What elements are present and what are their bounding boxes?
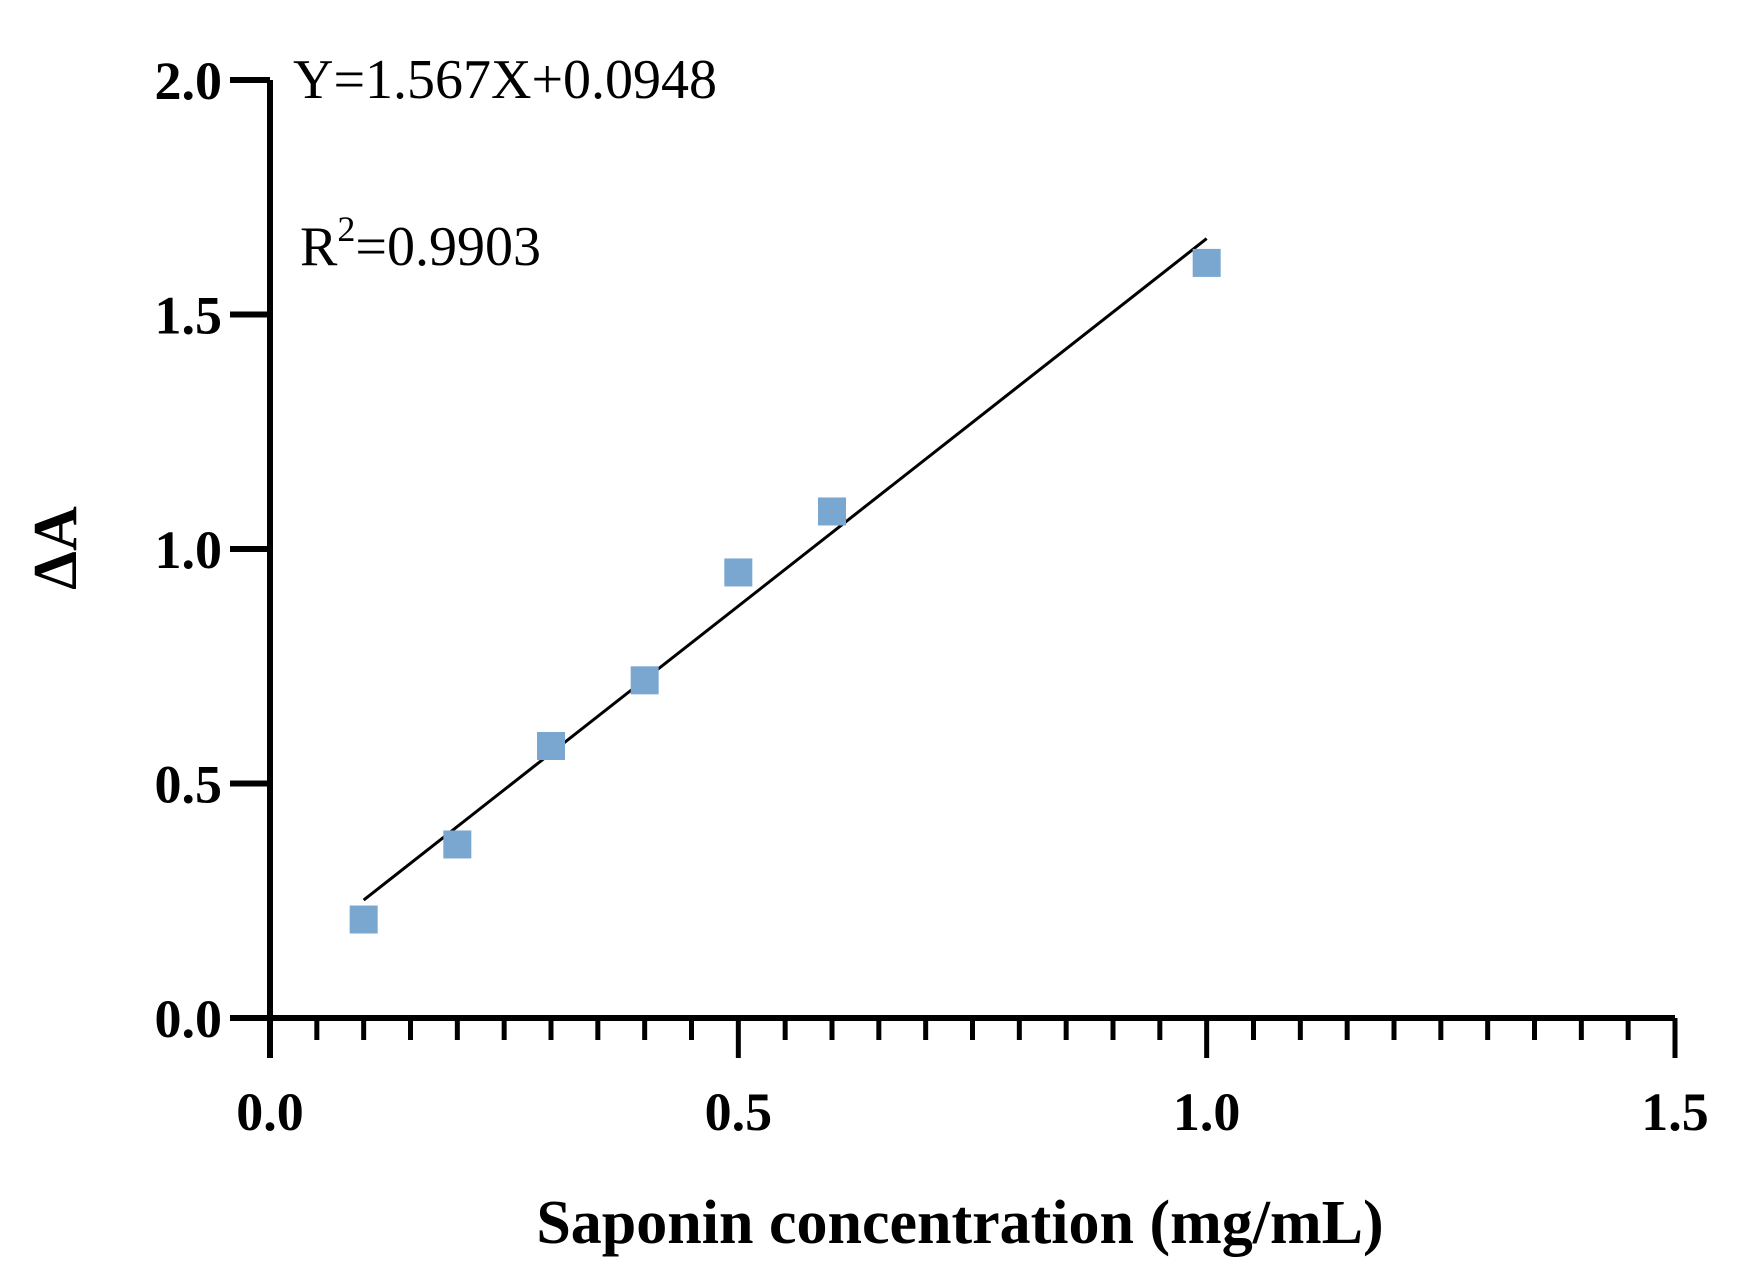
x-tick-label: 0.5: [705, 1082, 773, 1142]
x-tick-label: 1.5: [1641, 1082, 1709, 1142]
x-axis-title: Saponin concentration (mg/mL): [536, 1189, 1383, 1257]
data-point-7: [1192, 248, 1221, 277]
r-squared-value: =0.9903: [355, 216, 541, 278]
data-point-1: [349, 905, 378, 934]
y-axis-title: ΔA: [22, 506, 90, 590]
equation-annotation: Y=1.567X+0.0948: [293, 49, 717, 111]
data-point-5: [724, 558, 753, 587]
y-tick-label: 0.0: [155, 989, 223, 1049]
y-tick-label: 1.0: [155, 520, 223, 580]
data-point-6: [818, 497, 846, 526]
y-tick-label: 2.0: [155, 51, 223, 111]
r-squared-prefix: R: [300, 216, 338, 278]
x-ticks: 0.0 0.5 1.0 1.5: [236, 1018, 1709, 1142]
r-squared-superscript: 2: [337, 209, 355, 249]
y-tick-label: 1.5: [155, 286, 223, 346]
data-point-2: [443, 830, 472, 859]
x-tick-label: 1.0: [1173, 1082, 1241, 1142]
data-point-4: [630, 666, 659, 695]
y-ticks: 0.0 0.5 1.0 1.5 2.0: [155, 51, 270, 1049]
x-tick-label: 0.0: [236, 1082, 304, 1142]
fit-line: [362, 237, 1208, 902]
fit-line-layer: [362, 237, 1208, 902]
r-squared-annotation: R2=0.9903: [300, 209, 541, 278]
points-layer: [349, 248, 1221, 934]
y-tick-label: 0.5: [155, 755, 223, 815]
data-point-3: [537, 731, 565, 760]
